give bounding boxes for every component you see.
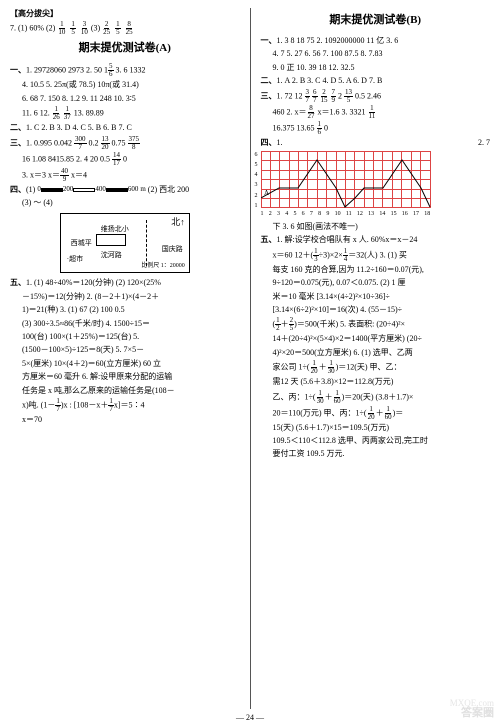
watermark-logo: 答案圈 xyxy=(461,704,494,720)
map-diagram: 北↑ 维扬北小 西城平 沈河路 国庆路 ·超市 比例尺 1：20000 xyxy=(60,213,190,273)
chart-line: A xyxy=(261,151,431,211)
top-heading: 【高分拔尖】 xyxy=(10,8,240,20)
title-a: 期末提优测试卷(A) xyxy=(10,40,240,57)
problem-7: 7. (1) 60% (2) 110 15 310 (3) 225 15 825 xyxy=(10,21,240,36)
left-column: 【高分拔尖】 7. (1) 60% (2) 110 15 310 (3) 225… xyxy=(10,8,240,709)
title-b: 期末提优测试卷(B) xyxy=(261,12,491,29)
column-divider xyxy=(250,8,251,709)
page-number: — 24 — xyxy=(10,709,490,722)
right-column: 期末提优测试卷(B) 一、1. 3 8 18 75 2. 1092000000 … xyxy=(261,8,491,709)
grid-chart: A 654321 123456789101112131415161718 xyxy=(261,151,431,211)
svg-text:A: A xyxy=(264,189,269,197)
